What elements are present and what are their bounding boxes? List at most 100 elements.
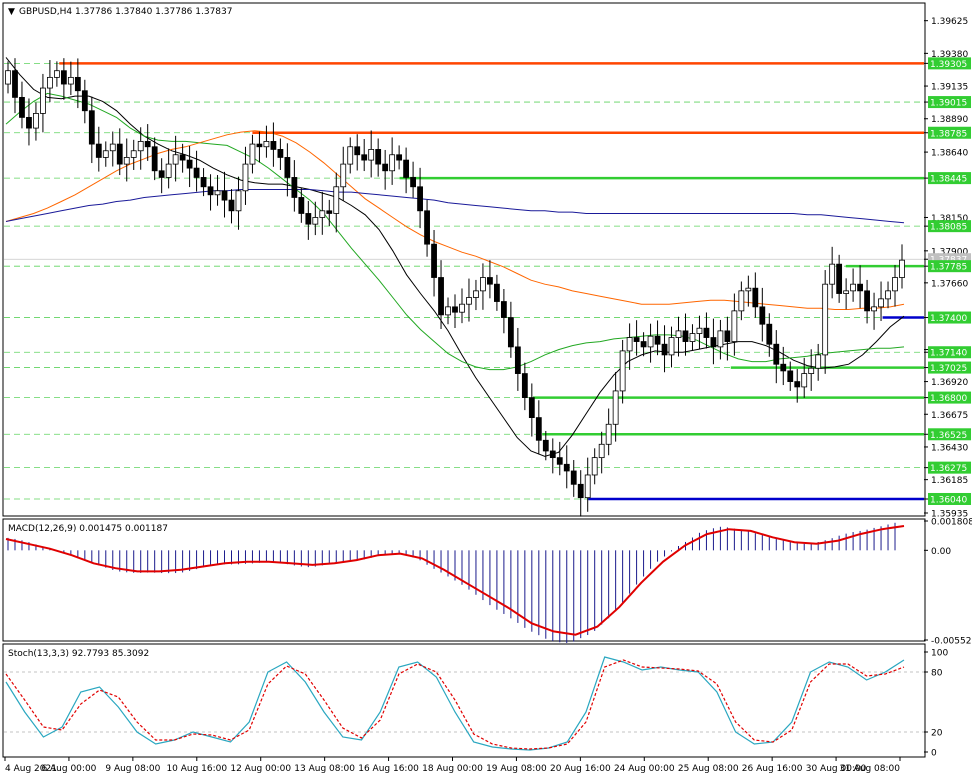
candle-body — [773, 343, 780, 365]
candle-body — [144, 141, 151, 148]
price-tag-label: 1.37400 — [930, 314, 967, 324]
candle-body — [95, 143, 102, 158]
price-tag — [928, 96, 971, 109]
candle-body — [535, 417, 542, 441]
candle-body — [647, 335, 654, 348]
candle-body — [137, 141, 144, 152]
candle-body — [424, 210, 430, 245]
candle-body — [361, 154, 368, 161]
candle-body — [584, 474, 591, 499]
time-axis-label: 24 Aug 00:00 — [614, 764, 675, 774]
candle-body — [130, 150, 137, 158]
candle-body — [179, 154, 186, 161]
price-tick-label: 1.36185 — [931, 476, 968, 486]
time-axis-label: 10 Aug 16:00 — [166, 764, 227, 774]
price-tag — [928, 361, 971, 374]
candle-body — [47, 76, 53, 89]
candle-body — [19, 96, 25, 118]
price-tag — [928, 492, 971, 505]
candle-body — [612, 390, 619, 425]
price-tag-label: 1.36800 — [930, 394, 967, 404]
price-tick-label: 1.39135 — [931, 83, 968, 93]
candle-body — [81, 90, 88, 112]
time-axis-label: 12 Aug 00:00 — [230, 764, 291, 774]
candle-body — [116, 143, 123, 165]
time-axis-label: 20 Aug 16:00 — [550, 764, 611, 774]
macd-header: MACD(12,26,9) 0.001475 0.001187 — [8, 524, 168, 534]
candle-body — [808, 367, 815, 374]
candle-body — [319, 210, 326, 218]
candle-body — [521, 373, 528, 398]
price-tick-label: 1.39625 — [931, 17, 968, 27]
candle-body — [382, 163, 389, 172]
price-tag — [928, 391, 971, 404]
candle-body — [214, 190, 221, 196]
candle-body — [5, 70, 11, 85]
candle-body — [507, 317, 514, 348]
candle-body — [263, 141, 270, 148]
candle-body — [703, 327, 710, 338]
stoch-header: Stoch(13,3,3) 92.7793 85.3092 — [8, 649, 149, 659]
candle-body — [487, 277, 493, 285]
price-tick-label: 1.38890 — [931, 115, 968, 125]
candle-body — [270, 141, 277, 150]
time-axis-label: 18 Aug 00:00 — [422, 764, 483, 774]
candle-body — [410, 177, 416, 188]
candle-body — [60, 70, 67, 85]
candle-body — [633, 337, 640, 342]
candle-body — [193, 167, 200, 178]
candle-body — [284, 157, 291, 178]
candle-body — [500, 301, 507, 318]
candle-body — [556, 457, 563, 465]
candle-body — [710, 337, 717, 348]
price-tick-label: 1.36430 — [931, 443, 968, 453]
candle-body — [151, 146, 158, 172]
candle-body — [438, 277, 444, 316]
candle-body — [207, 186, 214, 196]
price-tick-label: 1.38150 — [931, 214, 968, 224]
price-tag-label: 1.36275 — [930, 464, 967, 474]
candle-body — [857, 283, 863, 292]
candle-body — [668, 337, 675, 356]
candle-body — [843, 290, 850, 294]
candle-body — [403, 159, 410, 178]
time-axis-label: 25 Aug 08:00 — [678, 764, 739, 774]
candle-body — [158, 170, 165, 178]
candle-body — [40, 87, 46, 114]
candle-body — [389, 154, 396, 172]
candle-body — [864, 290, 870, 312]
macd-axis-label: 0.001808 — [931, 518, 972, 528]
candle-body — [74, 76, 81, 92]
candle-body — [689, 333, 696, 342]
price-tick-label: 1.37660 — [931, 279, 968, 289]
price-tick-label: 1.37900 — [931, 247, 968, 257]
candle-body — [12, 70, 18, 98]
candle-body — [591, 457, 598, 476]
price-tag — [928, 220, 971, 233]
candle-body — [235, 190, 242, 212]
candle-body — [123, 157, 130, 165]
candle-body — [598, 443, 605, 459]
candle-body — [871, 306, 877, 312]
main-chart-header: GBPUSD,H4 1.37786 1.37840 1.37786 1.3783… — [19, 7, 232, 17]
candle-body — [256, 143, 263, 148]
candle-body — [899, 259, 905, 278]
candle-body — [291, 177, 298, 198]
candle-body — [172, 154, 179, 165]
symbol-menu-icon[interactable]: ▼ — [8, 7, 15, 17]
candle-body — [549, 450, 556, 459]
candle-body — [445, 306, 451, 316]
candle-body — [480, 277, 486, 292]
price-tag — [928, 57, 971, 70]
candle-body — [354, 146, 361, 156]
candle-body — [368, 149, 375, 161]
time-axis-label: 16 Aug 16:00 — [358, 764, 419, 774]
price-tag — [928, 461, 971, 474]
candle-body — [619, 350, 626, 392]
candle-body — [892, 277, 898, 292]
time-axis-label: 13 Aug 08:00 — [294, 764, 355, 774]
stoch-pane-frame — [2, 643, 926, 758]
candle-body — [109, 143, 116, 152]
candle-body — [452, 306, 458, 313]
stoch-axis-label: 20 — [931, 729, 943, 739]
